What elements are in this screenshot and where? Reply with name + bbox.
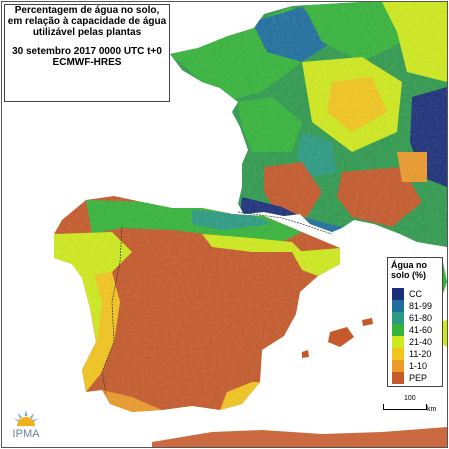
legend-item: 41-60 (392, 324, 442, 336)
legend-title-line: solo (%) (391, 270, 426, 280)
legend-label: 11-20 (409, 349, 432, 359)
legend-item: PEP (392, 372, 442, 384)
menorca-island (362, 318, 373, 326)
legend-label: CC (409, 289, 422, 299)
legend-label: 41-60 (409, 325, 433, 335)
legend-label: 61-80 (409, 313, 433, 323)
legend-label: PEP (409, 373, 428, 383)
scale-bar-box: 100 km (383, 395, 443, 419)
legend-item: CC (392, 288, 442, 300)
legend-label: 21-40 (409, 337, 433, 347)
legend-item: 1-10 (392, 360, 442, 372)
scale-bar (383, 404, 427, 410)
logo-text: IPMA (12, 428, 40, 440)
legend-swatch (392, 360, 404, 372)
title-line: utilizável pelas plantas (32, 27, 142, 38)
legend-swatch (392, 324, 404, 336)
legend-title: Água no solo (%) (388, 258, 442, 280)
scale-value: 100 (404, 395, 416, 402)
legend-swatch (392, 300, 404, 312)
scale-unit: km (427, 406, 437, 413)
ipma-logo: IPMA (8, 404, 48, 444)
legend-item: 21-40 (392, 336, 442, 348)
legend-label: 81-99 (409, 301, 433, 311)
legend-swatch (392, 288, 404, 300)
mallorca-island (328, 327, 354, 347)
legend-label: 1-10 (409, 361, 428, 371)
legend-swatch (392, 372, 404, 384)
title-line: em relação à capacidade de água (7, 16, 167, 27)
legend-title-line: Água no (391, 260, 427, 270)
legend-item: 11-20 (392, 348, 442, 360)
title-line: Percentagem de água no solo, (14, 5, 160, 16)
title-date: 30 setembro 2017 0000 UTC t+0 (12, 46, 162, 57)
title-model: ECMWF-HRES (52, 57, 122, 68)
country-borders (101, 211, 333, 395)
north-africa-coast (152, 427, 447, 447)
legend: Água no solo (%) CC 81-99 61-80 41-60 21… (387, 257, 443, 387)
legend-item: 81-99 (392, 300, 442, 312)
legend-swatch (392, 312, 404, 324)
ibiza-island (302, 350, 309, 358)
legend-item: 61-80 (392, 312, 442, 324)
ipma-sun-icon (14, 410, 38, 426)
legend-swatch (392, 348, 404, 360)
map-title-box: Percentagem de água no solo, em relação … (4, 4, 170, 102)
legend-swatch (392, 336, 404, 348)
